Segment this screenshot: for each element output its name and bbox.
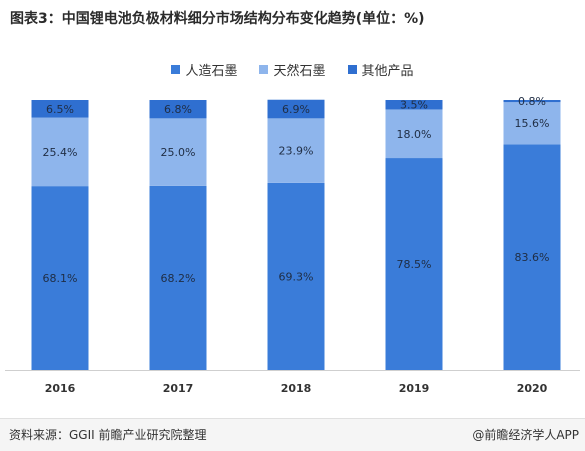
legend-item-other: 其他产品 — [347, 60, 414, 79]
data-label-other-2018: 6.9% — [282, 103, 310, 116]
bar-segment-artificial-2019 — [385, 158, 443, 370]
legend-swatch-artificial — [171, 65, 181, 74]
bar-segment-natural-2017 — [149, 118, 207, 186]
x-tick-label-2016: 2016 — [45, 382, 76, 395]
bar-segment-other-2020 — [503, 100, 561, 103]
bar-segment-artificial-2020 — [503, 144, 561, 370]
legend-label-natural: 天然石墨 — [273, 64, 326, 79]
legend: 人造石墨 天然石墨 其他产品 — [0, 60, 585, 79]
data-label-natural-2017: 25.0% — [161, 146, 196, 159]
data-label-artificial-2020: 83.6% — [515, 251, 550, 264]
data-label-artificial-2017: 68.2% — [161, 272, 196, 285]
bar-segment-natural-2018 — [267, 118, 325, 183]
bar-segment-natural-2020 — [503, 102, 561, 145]
x-tick-label-2017: 2017 — [163, 382, 194, 395]
source-note: 资料来源：GGII 前瞻产业研究院整理 — [9, 428, 207, 442]
data-label-natural-2020: 15.6% — [515, 117, 550, 130]
legend-item-natural: 天然石墨 — [259, 60, 326, 79]
bar-segment-natural-2016 — [31, 117, 89, 187]
brand-credit: @前瞻经济学人APP — [472, 428, 579, 442]
bar-segment-other-2019 — [385, 100, 443, 110]
data-label-artificial-2018: 69.3% — [279, 270, 314, 283]
x-tick-label-2018: 2018 — [281, 382, 312, 395]
legend-label-artificial: 人造石墨 — [185, 64, 238, 79]
data-label-natural-2019: 18.0% — [397, 128, 432, 141]
bar-segment-artificial-2016 — [31, 186, 89, 370]
footer: 资料来源：GGII 前瞻产业研究院整理 @前瞻经济学人APP — [0, 418, 585, 451]
bar-segment-artificial-2017 — [149, 185, 207, 370]
legend-swatch-natural — [259, 65, 269, 74]
x-tick-label-2019: 2019 — [399, 382, 430, 395]
legend-item-artificial: 人造石墨 — [171, 60, 237, 79]
data-label-other-2020: 0.8% — [518, 95, 546, 108]
bar-segment-natural-2019 — [385, 109, 443, 159]
bar-segment-other-2016 — [31, 100, 89, 118]
data-label-other-2019: 3.5% — [400, 99, 428, 112]
legend-label-other: 其他产品 — [361, 64, 414, 79]
x-tick-label-2020: 2020 — [517, 382, 548, 395]
legend-swatch-other — [347, 65, 357, 74]
data-label-artificial-2019: 78.5% — [397, 258, 432, 271]
bar-segment-other-2017 — [149, 100, 207, 119]
chart-title: 图表3：中国锂电池负极材料细分市场结构分布变化趋势(单位：%) — [10, 11, 425, 27]
data-label-natural-2018: 23.9% — [279, 145, 314, 158]
bar-segment-artificial-2018 — [267, 182, 325, 370]
data-label-natural-2016: 25.4% — [43, 146, 78, 159]
data-label-other-2016: 6.5% — [46, 103, 74, 116]
bar-segment-other-2018 — [267, 99, 325, 119]
data-label-other-2017: 6.8% — [164, 103, 192, 116]
data-label-artificial-2016: 68.1% — [43, 272, 78, 285]
stacked-bar-chart: 68.1% 25.4% 6.5% 2016 68.2% 25.0% 6.8% 2017 69.3… — [5, 95, 580, 395]
